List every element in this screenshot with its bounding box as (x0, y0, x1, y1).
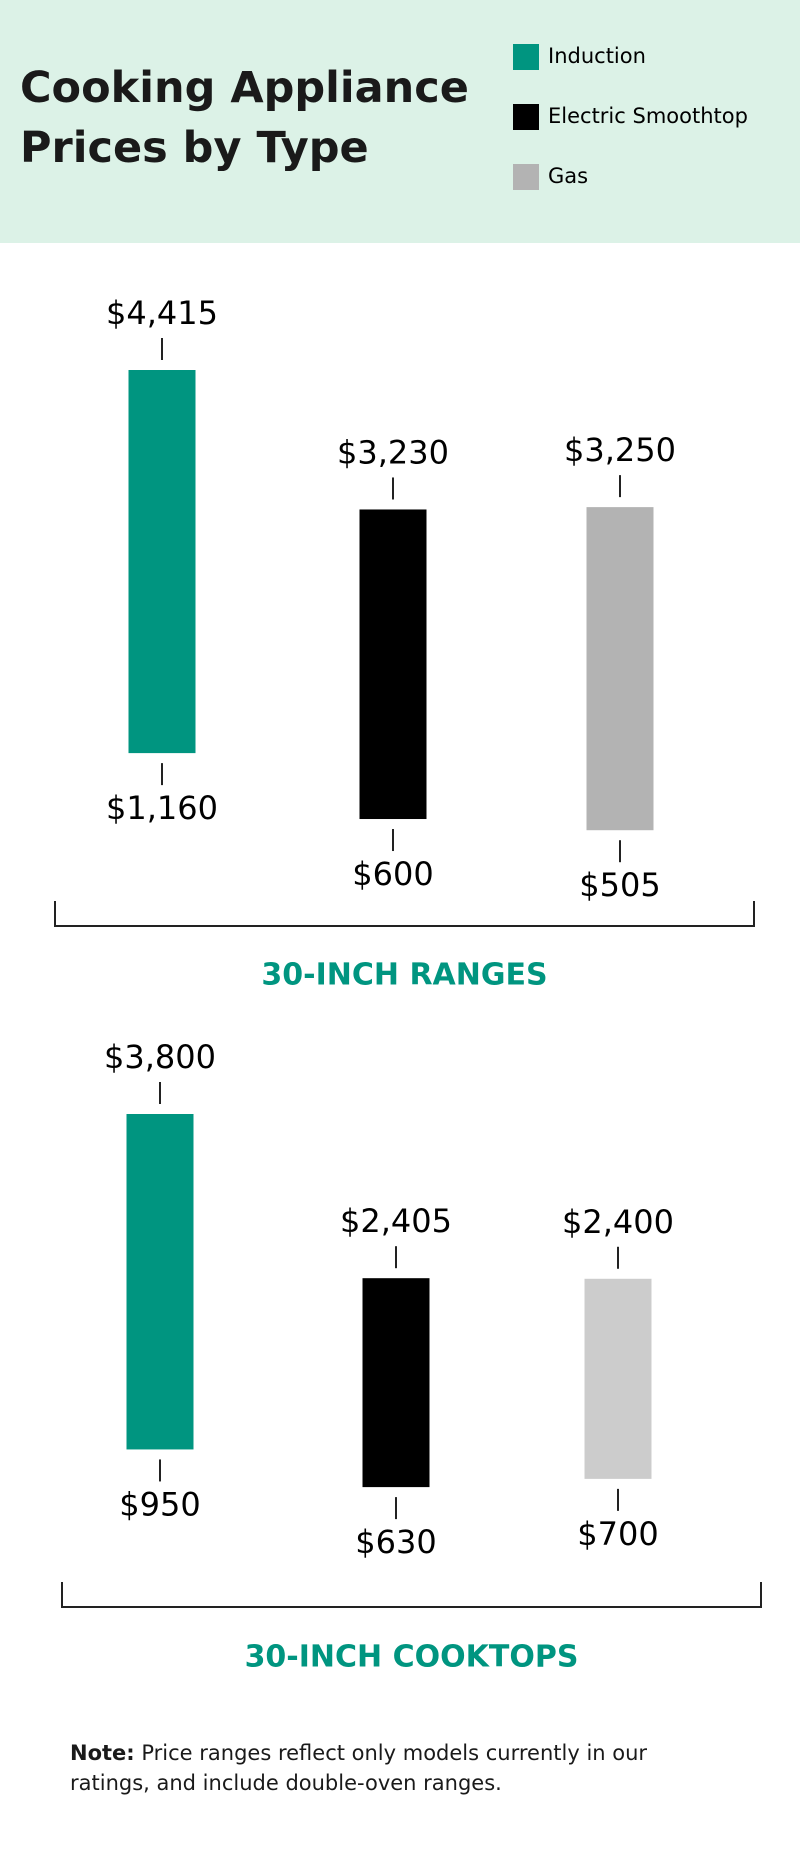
chart-title: 30-INCH COOKTOPS (245, 1640, 579, 1675)
value-label: $700 (577, 1515, 658, 1553)
value-label: $2,400 (562, 1203, 674, 1241)
range-bar (126, 1114, 194, 1450)
range-bar (128, 370, 196, 754)
value-label: $3,230 (337, 433, 449, 471)
chart-title: 30-INCH RANGES (261, 958, 547, 993)
legend-swatch (513, 104, 539, 130)
header (0, 0, 800, 243)
note: Note: Price ranges reflect only models c… (70, 1738, 730, 1798)
value-label: $3,250 (564, 431, 676, 469)
value-label: $2,405 (340, 1202, 452, 1240)
value-label: $4,415 (106, 294, 218, 332)
value-label: $600 (352, 855, 433, 893)
legend-label: Electric Smoothtop (548, 104, 748, 128)
range-bar (362, 1278, 430, 1488)
legend-swatch (513, 44, 539, 70)
note-text: Price ranges reflect only models current… (70, 1741, 648, 1795)
range-bar (359, 509, 427, 820)
bracket (54, 901, 755, 927)
range-bar (586, 507, 654, 831)
value-label: $950 (119, 1485, 200, 1523)
value-label: $630 (355, 1523, 436, 1561)
legend-swatch (513, 164, 539, 190)
title: Cooking Appliance Prices by Type (20, 63, 469, 173)
bracket (61, 1582, 762, 1608)
value-label: $3,800 (104, 1038, 216, 1076)
value-label: $505 (579, 866, 660, 904)
note-label: Note: (70, 1741, 135, 1765)
value-label: $1,160 (106, 789, 218, 827)
range-bar (584, 1278, 652, 1479)
legend-label: Induction (548, 44, 646, 68)
legend-label: Gas (548, 164, 588, 188)
